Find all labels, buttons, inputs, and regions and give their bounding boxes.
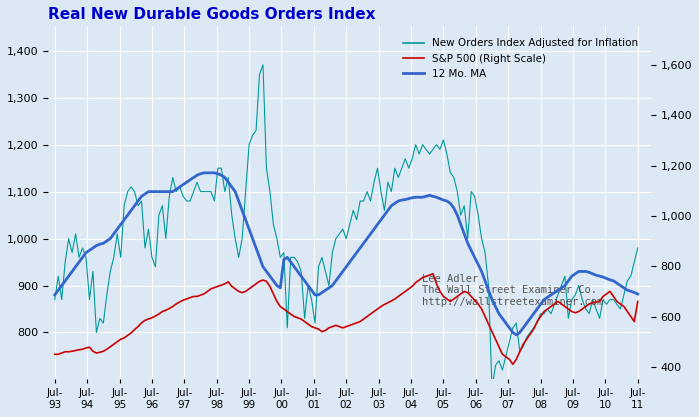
Text: Lee Adler
The Wall Street Examiner Co.
http://wallstreetexaminer.com: Lee Adler The Wall Street Examiner Co. h…: [421, 274, 603, 307]
Legend: New Orders Index Adjusted for Inflation, S&P 500 (Right Scale), 12 Mo. MA: New Orders Index Adjusted for Inflation,…: [399, 34, 642, 83]
Text: Real New Durable Goods Orders Index: Real New Durable Goods Orders Index: [48, 7, 376, 22]
